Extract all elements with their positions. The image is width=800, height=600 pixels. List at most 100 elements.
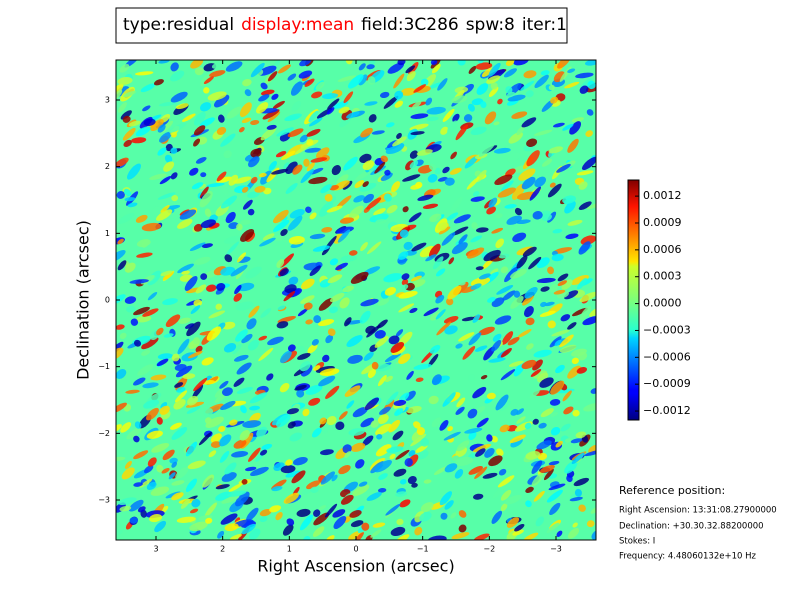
image-texture — [244, 89, 252, 97]
image-texture — [455, 343, 463, 349]
image-texture — [411, 482, 418, 488]
image-texture — [288, 235, 305, 245]
image-texture — [480, 375, 488, 380]
image-texture — [301, 278, 315, 290]
image-texture — [511, 111, 528, 119]
image-texture — [121, 467, 135, 480]
image-texture — [235, 301, 254, 311]
chart-title: type:residual display:mean field:3C286 spw:… — [123, 15, 567, 35]
image-texture — [239, 102, 252, 117]
image-texture — [321, 227, 333, 233]
image-texture — [390, 526, 406, 537]
image-texture — [404, 390, 416, 401]
image-texture — [379, 406, 391, 415]
image-texture — [489, 268, 499, 276]
image-texture — [326, 535, 335, 540]
image-texture — [539, 377, 554, 388]
image-texture — [259, 449, 268, 456]
image-texture — [149, 173, 167, 181]
image-texture — [116, 157, 129, 168]
image-texture — [193, 377, 208, 392]
image-texture — [260, 308, 272, 318]
image-texture — [458, 332, 475, 342]
image-texture — [276, 414, 291, 428]
image-texture — [315, 81, 325, 90]
image-texture — [525, 317, 535, 326]
x-tick-label: 1 — [287, 545, 292, 554]
image-texture — [547, 266, 555, 275]
image-texture — [437, 78, 448, 91]
image-texture — [512, 183, 525, 200]
image-texture — [510, 296, 524, 309]
image-texture — [440, 512, 448, 520]
image-texture — [428, 353, 439, 367]
image-texture — [408, 212, 422, 223]
image-texture — [297, 308, 308, 317]
image-texture — [291, 101, 302, 112]
image-texture — [220, 513, 238, 525]
image-texture — [492, 485, 506, 499]
image-texture — [436, 321, 452, 336]
image-texture — [331, 165, 341, 176]
image-texture — [386, 446, 404, 453]
image-texture — [281, 234, 290, 243]
image-texture — [187, 395, 199, 406]
x-axis-label: Right Ascension (arcsec) — [257, 557, 454, 576]
image-texture — [590, 388, 596, 394]
image-texture — [189, 521, 208, 532]
image-texture — [473, 533, 490, 540]
image-texture — [163, 161, 175, 172]
image-texture — [567, 138, 579, 153]
image-texture — [557, 280, 568, 286]
image-texture — [319, 368, 340, 377]
image-texture — [575, 72, 594, 79]
colorbar-tick-label: −0.0003 — [643, 323, 691, 336]
image-texture — [193, 138, 201, 147]
image-texture — [498, 253, 510, 259]
image-texture — [266, 373, 274, 381]
image-texture — [281, 150, 296, 161]
image-texture — [289, 389, 297, 398]
image-texture — [505, 86, 513, 94]
image-texture — [578, 504, 586, 512]
image-texture — [373, 208, 386, 216]
image-texture — [468, 332, 482, 346]
image-texture — [361, 522, 370, 531]
image-texture — [204, 502, 217, 518]
image-texture — [170, 422, 182, 430]
image-texture — [426, 116, 439, 122]
image-texture — [308, 117, 323, 127]
image-texture — [565, 233, 579, 240]
image-texture — [582, 316, 596, 326]
image-texture — [141, 239, 150, 248]
image-texture — [235, 359, 251, 366]
image-texture — [124, 460, 132, 469]
image-texture — [451, 242, 468, 255]
image-texture — [137, 364, 154, 376]
image-texture — [482, 472, 498, 479]
image-texture — [311, 427, 322, 438]
image-texture — [181, 270, 190, 275]
image-texture — [567, 68, 576, 73]
image-texture — [309, 233, 326, 240]
image-texture — [283, 492, 299, 504]
image-texture — [141, 349, 151, 356]
image-texture — [273, 209, 289, 224]
image-texture — [199, 186, 209, 199]
image-texture — [497, 475, 515, 488]
image-texture — [332, 509, 346, 518]
image-texture — [553, 122, 565, 128]
image-texture — [388, 419, 401, 433]
image-texture — [510, 269, 527, 279]
image-texture — [135, 126, 151, 137]
image-texture — [375, 423, 392, 436]
image-texture — [309, 212, 317, 220]
image-texture — [116, 324, 125, 330]
image-texture — [203, 76, 214, 84]
image-texture — [326, 205, 343, 213]
image-texture — [232, 343, 242, 355]
image-texture — [472, 191, 480, 197]
image-texture — [396, 518, 404, 526]
image-texture — [327, 274, 343, 284]
image-texture — [199, 117, 215, 128]
